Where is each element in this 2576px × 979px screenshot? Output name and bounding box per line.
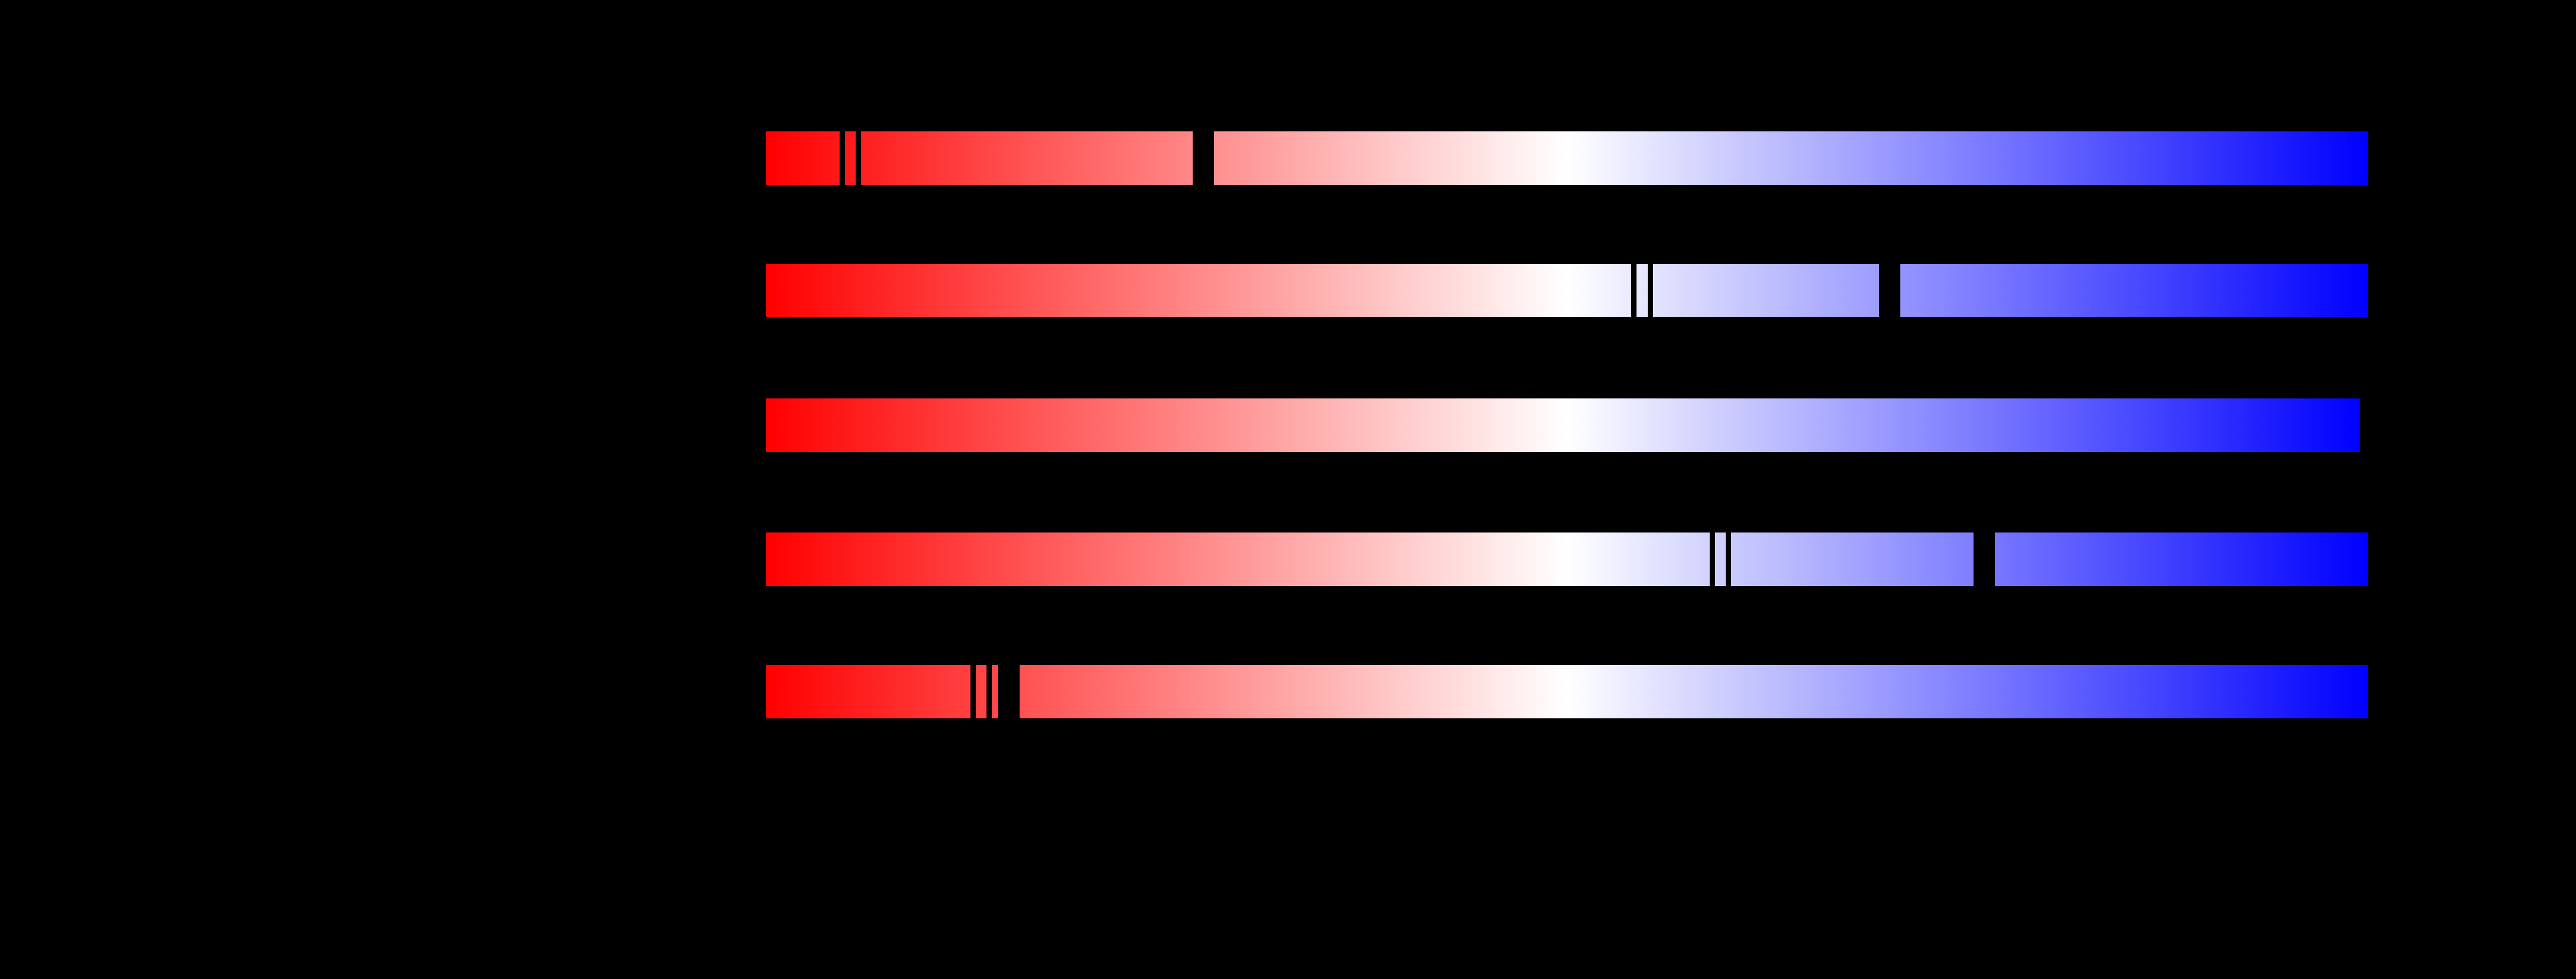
interval-marker-thick-bar-5-1 <box>998 665 1020 718</box>
interval-marker-thin-bar-5-2 <box>986 665 992 718</box>
interval-marker-thick-bar-4-1 <box>1974 532 1995 586</box>
interval-marker-thin-bar-2-1 <box>1631 264 1637 317</box>
gradient-bar-bar-2 <box>766 264 2368 317</box>
gradient-bar-bar-1 <box>766 131 2368 185</box>
interval-marker-thin-bar-4-1 <box>1710 532 1715 586</box>
interval-marker-thick-bar-1-1 <box>1193 131 1214 185</box>
gradient-bar-bar-5 <box>766 665 2368 718</box>
gradient-bar-bar-4 <box>766 532 2368 586</box>
interval-marker-thin-bar-2-2 <box>1648 264 1653 317</box>
interval-marker-thin-bar-5-1 <box>970 665 976 718</box>
interval-marker-thin-bar-1-2 <box>856 131 861 185</box>
interval-marker-thick-bar-2-1 <box>1879 264 1900 317</box>
gradient-bar-bar-3 <box>766 398 2360 452</box>
interval-marker-thin-bar-4-2 <box>1726 532 1731 586</box>
interval-marker-thin-bar-1-1 <box>840 131 845 185</box>
